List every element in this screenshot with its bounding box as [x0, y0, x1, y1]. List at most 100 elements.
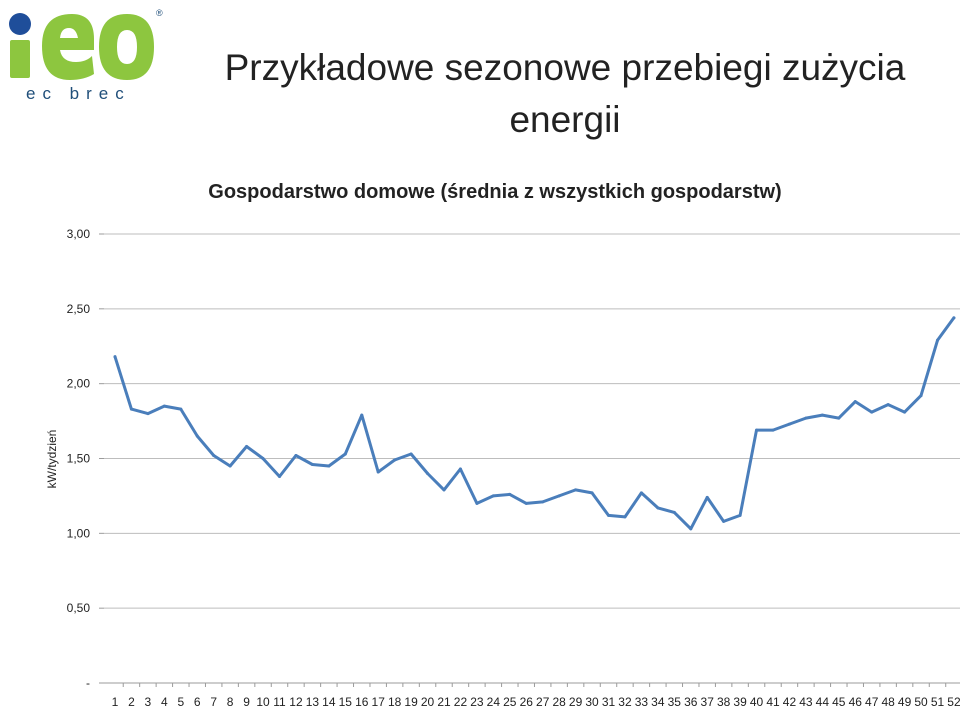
data-point [310, 462, 314, 466]
data-point [623, 515, 627, 519]
data-point [343, 452, 347, 456]
data-point [261, 457, 265, 460]
data-point [853, 400, 857, 404]
data-point [491, 494, 495, 498]
data-point [541, 500, 545, 504]
x-tick-label: 7 [210, 695, 217, 708]
data-point [936, 338, 939, 342]
data-point [952, 316, 956, 320]
x-tick-label: 33 [635, 695, 649, 708]
data-point [903, 410, 907, 414]
x-tick-label: 51 [931, 695, 945, 708]
x-tick-label: 24 [487, 695, 501, 708]
x-tick-label: 52 [947, 695, 960, 708]
data-point [508, 492, 512, 496]
y-tick-label: 3,00 [67, 227, 91, 241]
data-point [212, 454, 216, 458]
y-tick-label: 2,00 [67, 377, 91, 391]
data-point [804, 416, 808, 420]
data-point [129, 407, 133, 411]
data-point [787, 422, 791, 426]
logo-i-stem [10, 40, 30, 78]
x-tick-label: 25 [503, 695, 517, 708]
y-axis-title: kW/tydzień [45, 430, 59, 489]
x-tick-label: 5 [177, 695, 184, 708]
series-line [113, 316, 956, 531]
y-tick-label: 1,00 [67, 526, 91, 540]
x-tick-label: 1 [112, 695, 119, 708]
data-point [228, 464, 232, 468]
data-point [705, 495, 709, 499]
x-tick-label: 17 [372, 695, 386, 708]
data-point [919, 394, 923, 398]
data-point [360, 413, 364, 417]
x-tick-label: 23 [470, 695, 484, 708]
x-tick-label: 34 [651, 695, 665, 708]
data-point [393, 458, 397, 462]
data-point [771, 428, 775, 432]
x-tick-label: 27 [536, 695, 550, 708]
x-tick-label: 16 [355, 695, 369, 708]
data-point [590, 491, 594, 495]
gridlines [104, 233, 960, 609]
data-point [524, 501, 528, 505]
y-tick-label: - [86, 676, 90, 690]
x-tick-label: 8 [227, 695, 234, 708]
data-point [738, 513, 742, 517]
data-point [442, 488, 446, 492]
data-point [113, 355, 117, 359]
x-tick-label: 21 [437, 695, 451, 708]
x-tick-label: 48 [881, 695, 895, 708]
data-point [179, 407, 183, 411]
x-tick-label: 12 [289, 695, 303, 708]
x-tick-label: 43 [799, 695, 813, 708]
logo-dot [9, 13, 31, 35]
x-tick-label: 31 [602, 695, 616, 708]
x-axis-ticks: 1 2 3 4 5 6 7 8 9 10 11 12 13 14 15 16 17 18 19 20 21 22 23 24 2… [112, 683, 960, 708]
x-tick-label: 6 [194, 695, 201, 708]
x-tick-label: 39 [733, 695, 747, 708]
x-tick-label: 2 [128, 695, 135, 708]
data-point [755, 428, 759, 432]
data-point [557, 494, 561, 498]
x-tick-label: 38 [717, 695, 731, 708]
data-point [458, 467, 462, 471]
data-point [376, 470, 380, 474]
x-tick-label: 3 [145, 695, 152, 708]
data-point [607, 513, 610, 517]
x-tick-label: 37 [701, 695, 715, 708]
x-tick-label: 13 [306, 695, 320, 708]
x-tick-label: 26 [520, 695, 534, 708]
y-tick-label: 0,50 [67, 601, 91, 615]
x-tick-label: 9 [243, 695, 250, 708]
data-point [672, 510, 676, 514]
ieo-logo: ® ec brec [9, 8, 163, 103]
x-tick-label: 18 [388, 695, 402, 708]
x-tick-label: 36 [684, 695, 698, 708]
data-point [820, 413, 824, 417]
x-tick-label: 32 [618, 695, 632, 708]
x-tick-label: 4 [161, 695, 168, 708]
data-point [146, 412, 150, 416]
logo-o-letter [99, 14, 154, 80]
data-point [656, 506, 660, 510]
y-axis-ticks: - 0,50 1,00 1,50 2,00 2,50 3,00 [67, 227, 104, 690]
x-tick-label: 30 [585, 695, 599, 708]
data-point [886, 403, 890, 407]
x-tick-label: 49 [898, 695, 912, 708]
y-tick-label: 2,50 [67, 302, 91, 316]
data-point [409, 452, 413, 456]
x-tick-label: 46 [849, 695, 863, 708]
chart-title: Gospodarstwo domowe (średnia z wszystkic… [208, 181, 781, 203]
data-point [722, 519, 726, 523]
x-tick-label: 28 [552, 695, 566, 708]
data-point [574, 488, 578, 492]
x-tick-label: 40 [750, 695, 764, 708]
series-points [113, 316, 956, 531]
x-tick-label: 22 [454, 695, 468, 708]
data-point [245, 445, 249, 449]
data-point [689, 527, 693, 531]
data-point [475, 501, 479, 505]
x-tick-label: 50 [914, 695, 928, 708]
